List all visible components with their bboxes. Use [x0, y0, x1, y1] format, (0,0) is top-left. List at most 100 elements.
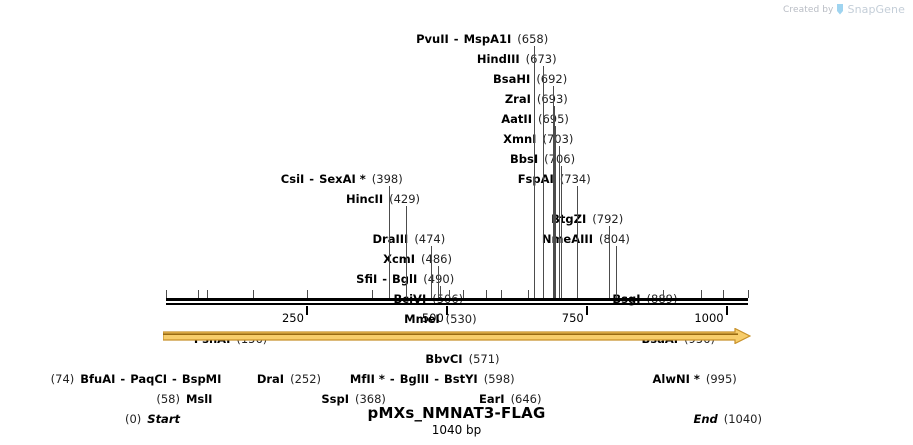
- enzyme-position: (703): [542, 132, 574, 146]
- enzyme-name: BstYI: [443, 372, 478, 386]
- enzyme-position: (646): [510, 392, 542, 406]
- enzyme-label: End (1040): [693, 413, 762, 426]
- leader-line: [534, 46, 536, 298]
- enzyme-position: (734): [559, 172, 591, 186]
- enzyme-name: SspI: [321, 392, 349, 406]
- leader-line: [388, 186, 390, 298]
- enzyme-position: (1040): [723, 412, 762, 426]
- plasmid-title: pMXs_NMNAT3-FLAG: [367, 404, 546, 422]
- enzyme-name: AatII: [501, 112, 532, 126]
- backbone-line-top: [166, 298, 748, 301]
- site-tick: [500, 290, 502, 298]
- enzyme-position: (398): [371, 172, 403, 186]
- enzyme-name: AlwNI *: [652, 372, 700, 386]
- site-tick: [609, 290, 611, 298]
- site-tick: [307, 290, 309, 298]
- enzyme-name: NmeAIII: [541, 232, 593, 246]
- plasmid-length: 1040 bp: [431, 423, 482, 437]
- ruler-label: 750: [561, 311, 584, 325]
- ruler-tick: [725, 306, 728, 315]
- enzyme-label: MmeI (530): [404, 313, 476, 326]
- site-tick: [449, 290, 451, 298]
- site-tick: [440, 290, 442, 298]
- leader-line: [406, 206, 408, 298]
- enzyme-label: AatII(695): [501, 113, 569, 126]
- enzyme-name: MmeI: [404, 312, 440, 326]
- enzyme-label: PvuII - MspA1I (658): [416, 33, 548, 46]
- site-tick: [388, 290, 390, 298]
- enzyme-label: (0) Start: [125, 413, 180, 426]
- site-tick: [371, 290, 373, 298]
- site-tick: [663, 290, 665, 298]
- snapgene-watermark: Created by SnapGene: [783, 3, 905, 16]
- enzyme-label: SspI (368): [321, 393, 386, 406]
- enzyme-position: (530): [445, 312, 477, 326]
- site-tick: [559, 290, 561, 298]
- name-separator: -: [430, 372, 443, 386]
- enzyme-name: DraIII: [372, 232, 409, 246]
- site-tick: [554, 290, 556, 298]
- site-tick: [198, 290, 200, 298]
- site-tick: [166, 290, 167, 298]
- site-tick: [462, 290, 464, 298]
- enzyme-position: (571): [468, 352, 500, 366]
- enzyme-name: XmnI: [503, 132, 537, 146]
- watermark-prefix: Created by: [782, 4, 834, 15]
- name-separator: -: [116, 372, 130, 386]
- site-tick: [615, 290, 617, 298]
- leader-line: [576, 186, 578, 298]
- enzyme-name: BbsI: [510, 152, 539, 166]
- enzyme-name: MslI: [185, 392, 213, 406]
- enzyme-label: HincII (429): [346, 193, 420, 206]
- enzyme-name: SexAI *: [319, 172, 366, 186]
- enzyme-label: FspAI (734): [518, 173, 591, 186]
- enzyme-name: BspMI: [181, 372, 222, 386]
- ruler-label: 500: [421, 311, 444, 325]
- enzyme-name: CsiI: [280, 172, 305, 186]
- enzyme-name: End: [693, 412, 718, 426]
- enzyme-position: (368): [355, 392, 386, 406]
- site-tick: [437, 290, 439, 298]
- name-separator: -: [305, 172, 319, 186]
- enzyme-name: MfII *: [349, 372, 385, 386]
- enzyme-label: MfII * - BglII - BstYI (598): [350, 373, 515, 386]
- enzyme-position: (474): [414, 232, 446, 246]
- enzyme-position: (0): [124, 412, 142, 426]
- enzyme-label: (74) BfuAI - PaqCI - BspMI: [51, 373, 222, 386]
- enzyme-name: Start: [147, 412, 180, 426]
- enzyme-label: EarI (646): [479, 393, 542, 406]
- enzyme-name: BsaHI: [493, 72, 531, 86]
- enzyme-label: XmnI (703): [503, 133, 573, 146]
- enzyme-label: AlwNI * (995): [652, 373, 736, 386]
- leader-line: [553, 106, 555, 298]
- enzyme-position: (429): [389, 192, 421, 206]
- orf-arrow: [162, 327, 752, 345]
- enzyme-label: XcmI (486): [383, 253, 452, 266]
- ruler-tick: [445, 306, 448, 315]
- enzyme-name: HincII: [345, 192, 384, 206]
- ruler-tick: [305, 306, 308, 315]
- name-separator: -: [449, 32, 463, 46]
- enzyme-name: ZraI: [504, 92, 531, 106]
- site-tick: [542, 290, 544, 298]
- leader-line: [553, 86, 555, 298]
- site-tick: [722, 290, 724, 298]
- enzyme-name: EarI: [478, 392, 505, 406]
- snapgene-logo-icon: [836, 4, 844, 15]
- site-tick: [700, 290, 702, 298]
- enzyme-position: (995): [705, 372, 737, 386]
- leader-line: [437, 266, 439, 298]
- enzyme-name: BglI: [392, 272, 418, 286]
- site-tick: [527, 290, 529, 298]
- enzyme-position: (692): [536, 72, 568, 86]
- enzyme-name: HindIII: [476, 52, 520, 66]
- site-tick: [485, 290, 487, 298]
- site-tick: [207, 290, 209, 298]
- leader-line: [542, 66, 544, 298]
- enzyme-name: BglII: [399, 372, 430, 386]
- enzyme-position: (673): [525, 52, 557, 66]
- enzyme-label: DraIII (474): [372, 233, 445, 246]
- ruler-tick: [585, 306, 588, 315]
- enzyme-position: (252): [290, 372, 322, 386]
- enzyme-name: MspA1I: [463, 32, 512, 46]
